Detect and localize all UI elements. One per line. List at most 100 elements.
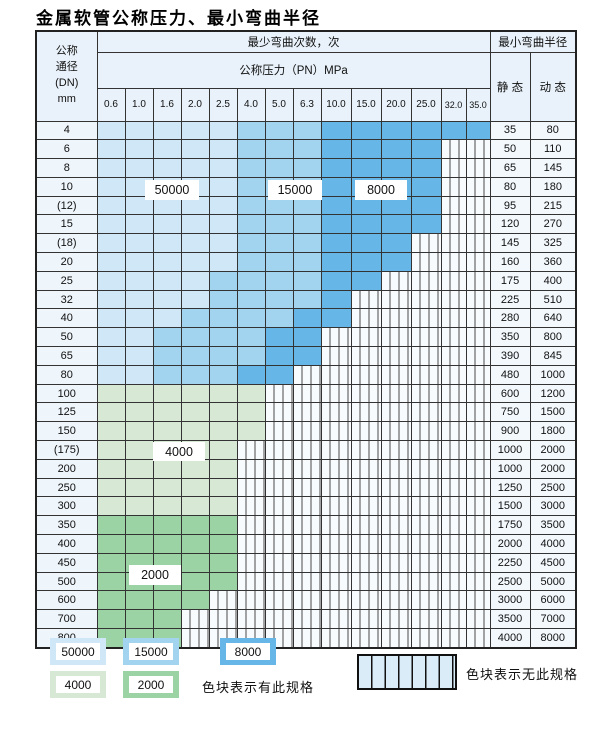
spec-cell-2000 (180, 515, 210, 536)
static-radius-cell: 1000 (489, 440, 531, 460)
spec-cell-15000 (180, 364, 210, 385)
spec-cell-none (440, 421, 467, 442)
spec-cell-none (465, 195, 491, 216)
table-row-dn-4: 4 35 80 (35, 120, 577, 141)
dynamic-radius-cell: 6000 (529, 590, 577, 611)
static-radius-cell: 750 (489, 402, 531, 423)
spec-cell-none (440, 308, 467, 329)
spec-cell-4000 (152, 496, 182, 517)
dynamic-radius-cell: 1200 (529, 383, 577, 404)
dn-cell: 100 (35, 383, 98, 404)
dynamic-radius-cell: 110 (529, 139, 577, 160)
table-row-dn-40: 40 280 640 (35, 308, 577, 329)
table-row-dn-450: 450 2250 4500 (35, 552, 577, 573)
spec-cell-none (264, 383, 294, 404)
spec-cell-none (292, 402, 322, 423)
spec-cell-4000 (124, 458, 154, 479)
spec-cell-8000 (320, 139, 352, 160)
spec-cell-none (236, 609, 266, 630)
pressure-tick-2.0: 2.0 (180, 87, 210, 122)
spec-cell-15000 (292, 195, 322, 216)
spec-cell-8000 (350, 120, 382, 141)
spec-cell-15000 (236, 176, 266, 197)
dn-header-line: 公称 (55, 45, 78, 58)
spec-cell-none (440, 515, 467, 536)
spec-cell-15000 (236, 158, 266, 178)
cycle-count-label-50000: 50000 (145, 180, 199, 200)
spec-cell-50000 (124, 158, 154, 178)
spec-cell-none (380, 346, 412, 366)
spec-cell-50000 (180, 158, 210, 178)
cycle-count-label-2000: 2000 (129, 565, 181, 585)
spec-cell-none (465, 252, 491, 272)
spec-cell-15000 (292, 214, 322, 235)
spec-cell-none (208, 609, 238, 630)
static-radius-cell: 1000 (489, 458, 531, 479)
dynamic-radius-cell: 215 (529, 195, 577, 216)
spec-cell-none (320, 590, 352, 611)
spec-cell-none (465, 158, 491, 178)
spec-cell-none (380, 571, 412, 592)
spec-cell-15000 (264, 158, 294, 178)
spec-cell-15000 (236, 270, 266, 291)
spec-cell-none (292, 477, 322, 498)
spec-cell-4000 (96, 440, 126, 460)
spec-cell-none (236, 440, 266, 460)
spec-cell-4000 (124, 383, 154, 404)
spec-cell-none (350, 383, 382, 404)
spec-cell-4000 (180, 496, 210, 517)
bend-cycles-header: 最少弯曲次数，次 (96, 30, 491, 53)
pressure-tick-15.0: 15.0 (350, 87, 382, 122)
spec-cell-4000 (236, 383, 266, 404)
spec-cell-none (440, 214, 467, 235)
spec-cell-15000 (236, 252, 266, 272)
spec-cell-2000 (96, 571, 126, 592)
spec-cell-50000 (180, 252, 210, 272)
spec-cell-8000 (380, 120, 412, 141)
dn-cell: 80 (35, 364, 98, 385)
spec-cell-15000 (292, 270, 322, 291)
spec-cell-none (380, 327, 412, 348)
spec-cell-none (380, 628, 412, 649)
spec-cell-15000 (264, 195, 294, 216)
table-row-dn-100: 100 600 1200 (35, 383, 577, 404)
spec-cell-15000 (236, 346, 266, 366)
dynamic-radius-cell: 80 (529, 120, 577, 141)
dn-cell: 125 (35, 402, 98, 423)
spec-cell-50000 (96, 308, 126, 329)
spec-cell-none (410, 270, 442, 291)
dn-cell: (18) (35, 233, 98, 254)
spec-cell-15000 (236, 120, 266, 141)
spec-cell-none (236, 477, 266, 498)
dynamic-column-header: 动 态 (529, 51, 577, 122)
spec-cell-none (440, 458, 467, 479)
spec-cell-8000 (465, 120, 491, 141)
pressure-tick-20.0: 20.0 (380, 87, 412, 122)
spec-cell-15000 (208, 327, 238, 348)
spec-cell-none (440, 609, 467, 630)
dynamic-radius-cell: 845 (529, 346, 577, 366)
spec-cell-2000 (96, 552, 126, 573)
spec-cell-none (465, 214, 491, 235)
dn-cell: (175) (35, 440, 98, 460)
pressure-tick-0.6: 0.6 (96, 87, 126, 122)
spec-cell-50000 (124, 195, 154, 216)
spec-cell-none (410, 364, 442, 385)
static-radius-cell: 1500 (489, 496, 531, 517)
spec-cell-none (350, 628, 382, 649)
spec-cell-none (264, 515, 294, 536)
spec-cell-50000 (208, 120, 238, 141)
spec-cell-none (410, 609, 442, 630)
spec-cell-2000 (96, 534, 126, 554)
spec-cell-8000 (380, 214, 412, 235)
dn-cell: 500 (35, 571, 98, 592)
spec-cell-4000 (208, 421, 238, 442)
spec-cell-50000 (96, 120, 126, 141)
spec-cell-2000 (124, 609, 154, 630)
dn-cell: 700 (35, 609, 98, 630)
spec-cell-8000 (350, 214, 382, 235)
spec-cell-2000 (208, 515, 238, 536)
spec-cell-none (236, 590, 266, 611)
pressure-tick-1.6: 1.6 (152, 87, 182, 122)
static-radius-cell: 480 (489, 364, 531, 385)
